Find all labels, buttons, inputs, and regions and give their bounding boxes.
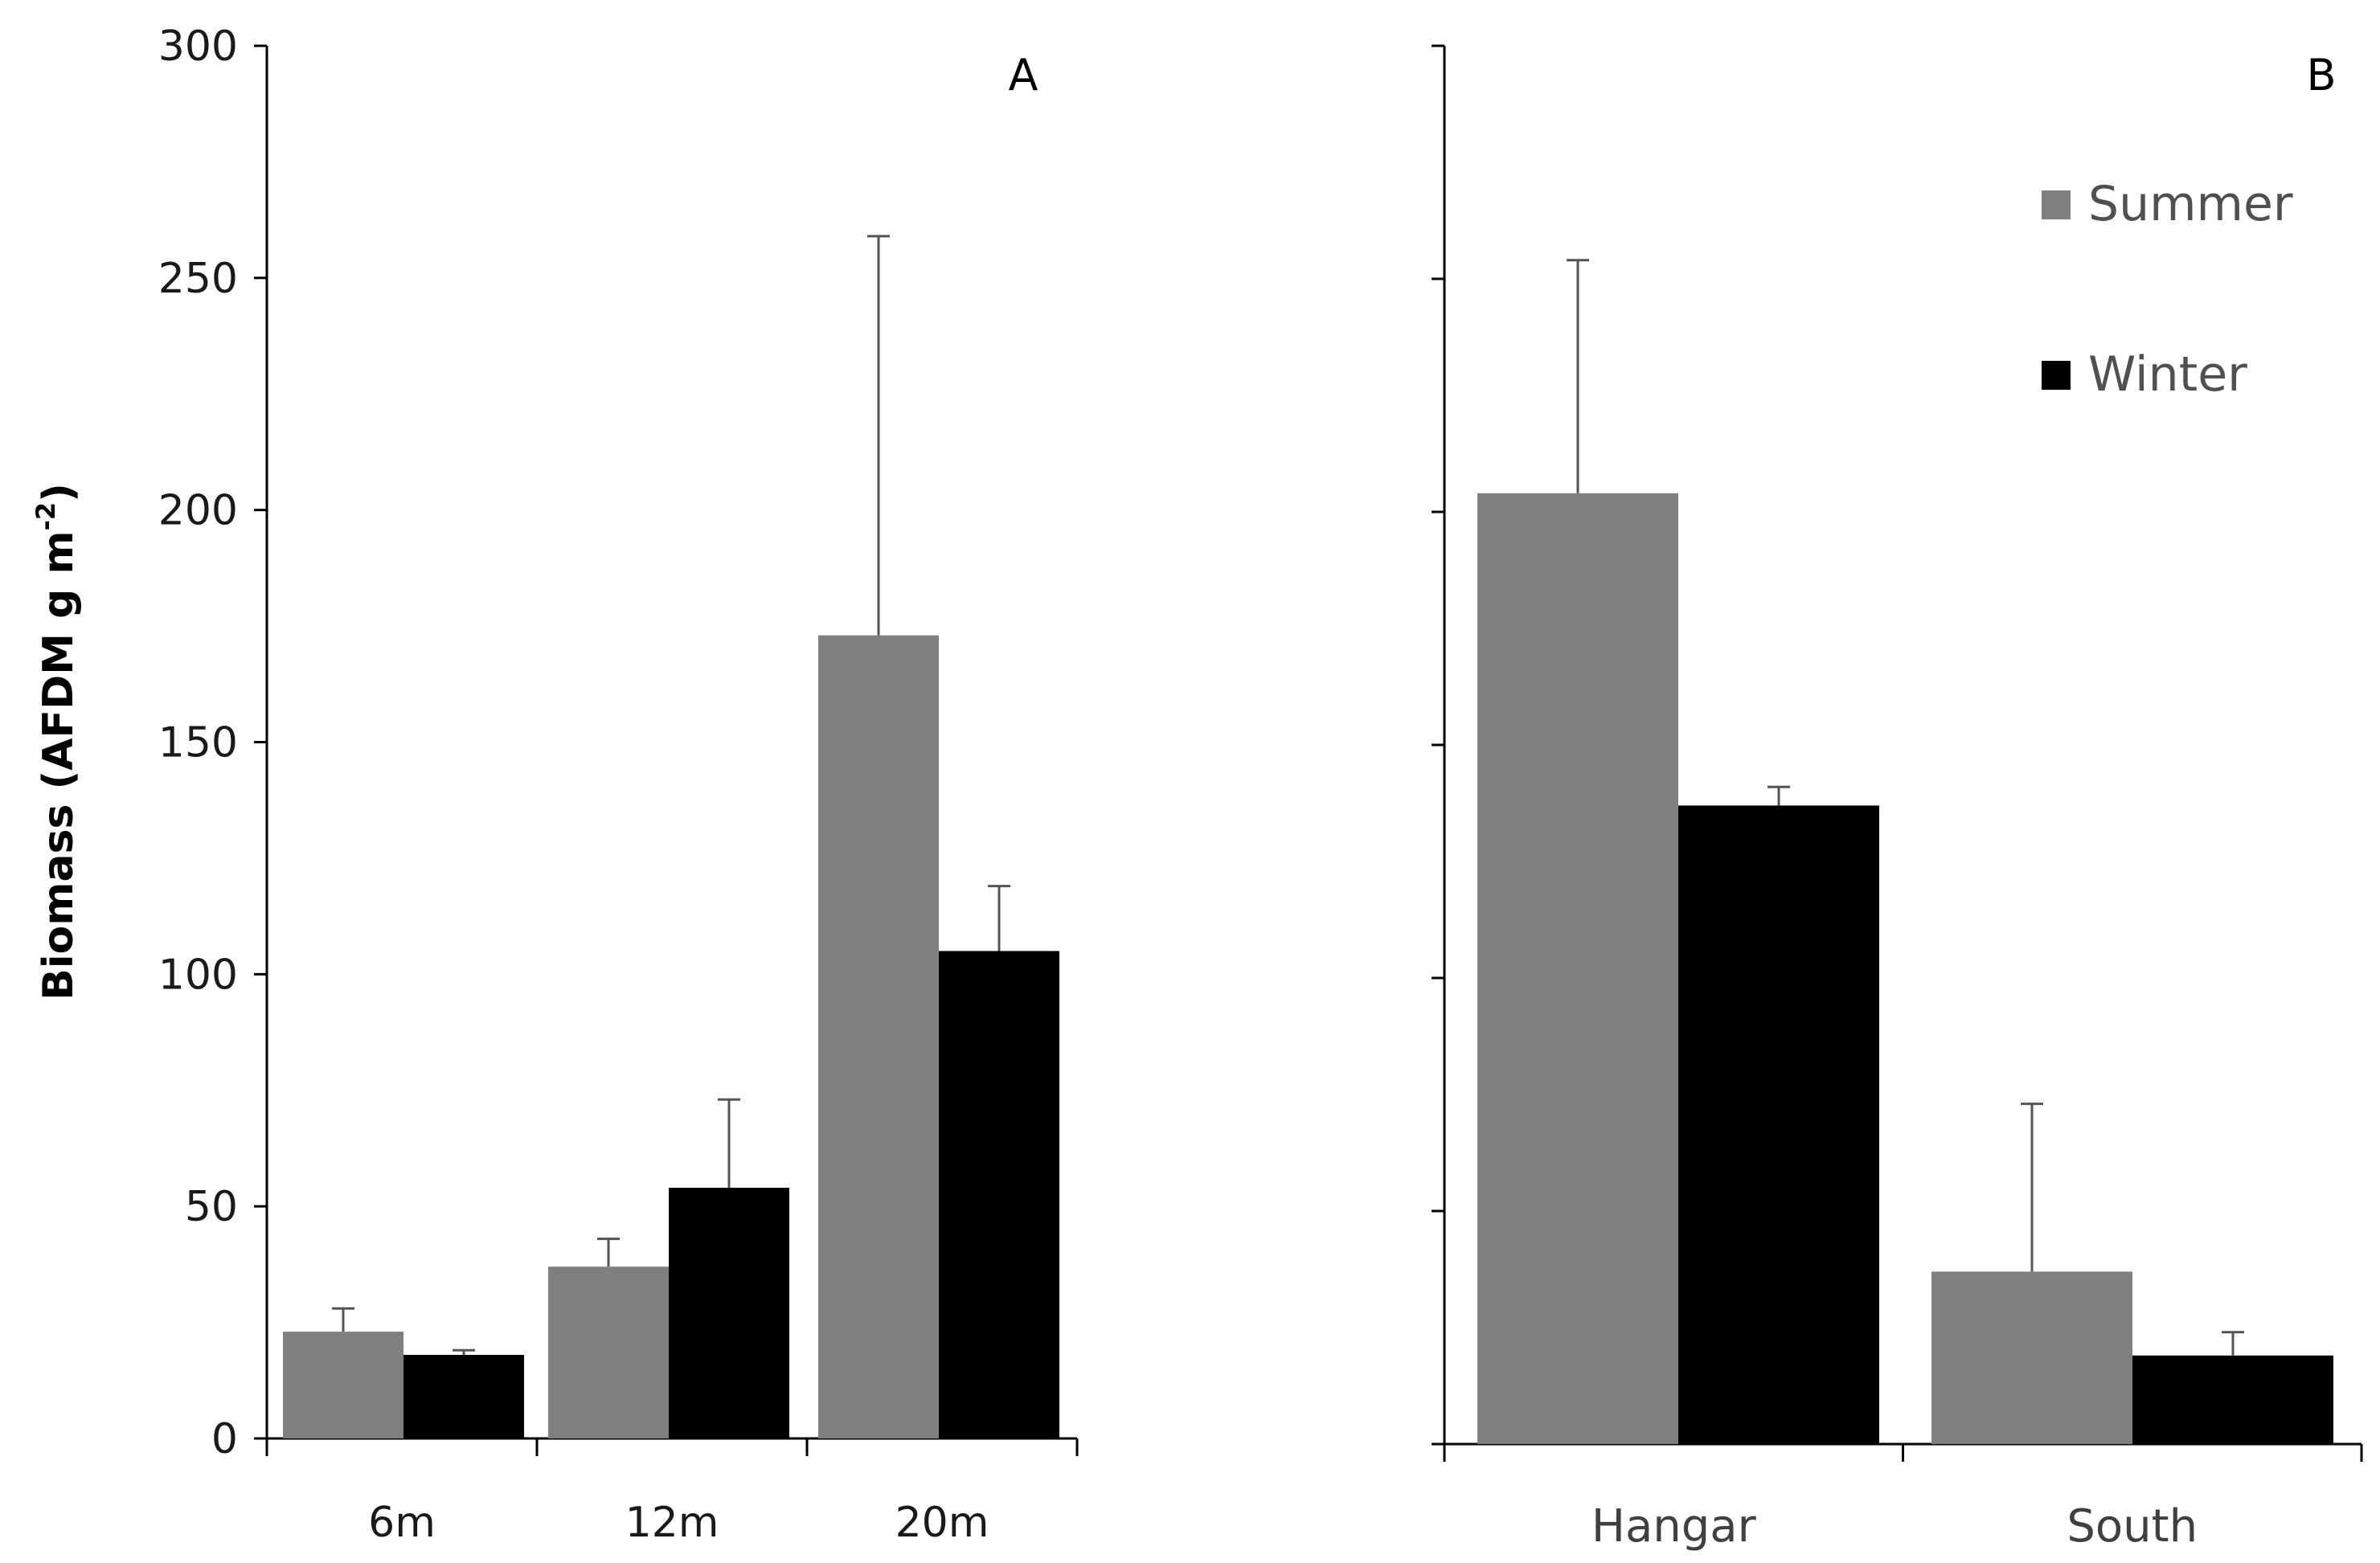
y-tick-label: 100 [158,951,238,999]
x-category-label: 20m [895,1499,989,1547]
bar-winter-20m [939,951,1059,1438]
y-tick-label: 250 [158,255,238,303]
panel-b-letter: B [2306,50,2336,100]
bar-winter-hangar [1678,805,1879,1444]
panel-a-letter: A [1009,50,1038,100]
bar-summer-12m [548,1266,669,1438]
y-tick-label: 200 [158,487,238,535]
legend-label-winter: Winter [2088,346,2247,403]
legend-swatch-winter [2042,361,2071,390]
y-tick-label: 150 [158,719,238,767]
legend: Summer Winter [2042,176,2293,403]
bar-summer-20m [818,635,939,1438]
bar-winter-12m [669,1188,789,1438]
y-axis-label-close: ) [35,483,83,502]
y-axis-label-sup: -2 [31,502,61,531]
bar-winter-6m [403,1355,524,1438]
panel-a: 0 50 100 150 200 250 300 6m 12m 20m A Biomass (A… [31,23,1079,1547]
y-tick-label: 0 [211,1415,238,1463]
x-category-label: Hangar [1591,1500,1757,1553]
y-axis-label: Biomass (AFDM g m-2) [31,483,83,1000]
x-category-label: 12m [625,1499,719,1547]
x-category-label: South [2067,1500,2198,1553]
legend-label-summer: Summer [2088,176,2293,232]
bar-winter-south [2132,1355,2333,1444]
bar-summer-south [1931,1271,2132,1444]
y-axis-label-main: Biomass (AFDM g m [35,530,83,1000]
bar-summer-hangar [1477,493,1678,1444]
y-tick-label: 300 [158,23,238,71]
x-category-label: 6m [368,1499,436,1547]
bar-summer-6m [283,1332,403,1438]
legend-swatch-summer [2042,190,2071,219]
y-tick-label: 50 [185,1183,238,1231]
panel-b: Hangar South B Summer Winter [1432,44,2363,1553]
